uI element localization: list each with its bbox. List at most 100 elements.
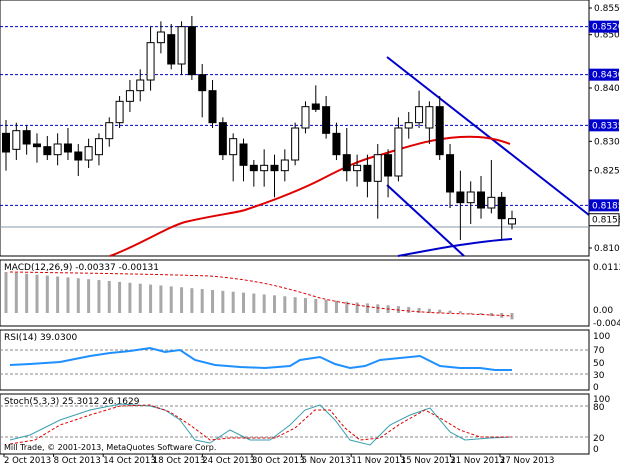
macd-bar	[180, 287, 184, 313]
candle-bear[interactable]	[497, 196, 506, 220]
time-tick-label: 11 Nov 2013	[351, 456, 405, 465]
stoch-tick-80: 80	[593, 403, 605, 413]
candle-bull[interactable]	[425, 106, 434, 129]
rsi-tick-70: 70	[593, 346, 605, 356]
macd-tick-top: 0.01127	[593, 263, 620, 273]
macd-tick-bottom: -0.00406	[593, 319, 620, 329]
candle-bull[interactable]	[373, 154, 382, 182]
macd-bar	[303, 298, 307, 313]
time-tick-label: 5 Nov 2013	[302, 456, 351, 465]
macd-bar	[272, 295, 276, 313]
candle-bear[interactable]	[22, 130, 31, 145]
candle-bear[interactable]	[167, 34, 176, 65]
moving-average-red	[109, 135, 511, 257]
trend-channel-upper[interactable]	[386, 56, 590, 216]
macd-bar	[25, 273, 29, 313]
candle-bull[interactable]	[115, 100, 124, 124]
candle-bear[interactable]	[187, 26, 196, 76]
level-label-box	[589, 199, 619, 212]
candle-bear[interactable]	[342, 154, 351, 172]
macd-bar	[76, 278, 80, 313]
candle-bear[interactable]	[198, 74, 207, 92]
candle-bear[interactable]	[311, 103, 320, 110]
candle-bull[interactable]	[12, 130, 21, 150]
candle-bull[interactable]	[404, 122, 413, 129]
candle-bull[interactable]	[229, 138, 238, 156]
macd-bar	[489, 313, 493, 317]
macd-bar	[262, 294, 266, 313]
rsi-tick-100: 100	[593, 332, 610, 342]
macd-bar	[231, 291, 235, 313]
price-tick-label: 0.8405	[594, 84, 620, 94]
macd-bar	[345, 301, 349, 313]
candle-bull[interactable]	[394, 127, 403, 177]
candle-bear[interactable]	[456, 191, 465, 204]
macd-bar	[56, 276, 60, 313]
candle-bull[interactable]	[84, 146, 93, 161]
candle-bear[interactable]	[322, 106, 331, 134]
candle-bull[interactable]	[415, 106, 424, 124]
candle-bull[interactable]	[260, 164, 269, 172]
macd-bar	[242, 292, 246, 313]
candle-bull[interactable]	[301, 106, 310, 129]
candle-bull[interactable]	[280, 159, 289, 172]
macd-bar	[458, 311, 462, 313]
candle-bull[interactable]	[125, 90, 134, 102]
candle-bull[interactable]	[156, 31, 165, 44]
macd-label: MACD(12,26,9) -0.00337 -0.00131	[4, 263, 159, 273]
stoch-panel[interactable]	[0, 393, 590, 455]
macd-bar	[169, 286, 173, 313]
candle-bull[interactable]	[487, 196, 496, 209]
candle-bear[interactable]	[32, 143, 41, 148]
candle-bull[interactable]	[94, 138, 103, 156]
price-tick-label: 0.8105	[594, 244, 620, 254]
candle-bull[interactable]	[466, 191, 475, 204]
candle-bear[interactable]	[332, 132, 341, 156]
candle-bull[interactable]	[105, 122, 114, 140]
candle-bull[interactable]	[508, 218, 516, 225]
candle-bear[interactable]	[435, 106, 444, 156]
price-tick-label: 0.8555	[594, 4, 620, 14]
candle-bull[interactable]	[136, 79, 145, 92]
macd-signal-line	[9, 271, 513, 317]
candle-bear[interactable]	[2, 132, 10, 153]
candle-bull[interactable]	[53, 143, 62, 156]
candle-bear[interactable]	[363, 164, 372, 182]
candle-bull[interactable]	[177, 26, 186, 65]
macd-bar	[469, 312, 473, 314]
trend-channel-lower[interactable]	[386, 184, 465, 257]
candle-bull[interactable]	[291, 127, 300, 161]
candle-bear[interactable]	[208, 90, 217, 124]
macd-bar	[376, 304, 380, 313]
candle-bear[interactable]	[270, 164, 279, 172]
price-tick-label: 0.8305	[594, 137, 620, 147]
macd-bar	[66, 277, 70, 313]
macd-bar	[14, 272, 18, 313]
candle-bear[interactable]	[63, 143, 72, 153]
candle-bull[interactable]	[146, 42, 155, 81]
time-tick-label: 24 Oct 2013	[202, 456, 255, 465]
rsi-panel[interactable]	[0, 329, 590, 391]
candle-bear[interactable]	[477, 191, 486, 209]
candle-bear[interactable]	[384, 154, 393, 177]
macd-bar	[200, 289, 204, 313]
stoch-tick-20: 20	[593, 434, 605, 444]
time-tick-label: 8 Oct 2013	[54, 456, 101, 465]
candle-bull[interactable]	[353, 164, 362, 172]
macd-bar	[324, 299, 328, 313]
candle-bear[interactable]	[446, 154, 455, 193]
candle-bear[interactable]	[74, 151, 83, 161]
candle-bear[interactable]	[249, 164, 258, 172]
rsi-tick-0: 0	[593, 383, 599, 393]
macd-bar	[252, 293, 256, 313]
candle-bear[interactable]	[239, 143, 248, 166]
candle-bear[interactable]	[43, 146, 52, 156]
macd-bar	[128, 282, 132, 313]
macd-bar	[334, 300, 338, 313]
moving-average-blue	[397, 238, 513, 257]
macd-bar	[4, 272, 8, 313]
macd-bar	[149, 284, 153, 313]
candle-bear[interactable]	[218, 122, 227, 156]
